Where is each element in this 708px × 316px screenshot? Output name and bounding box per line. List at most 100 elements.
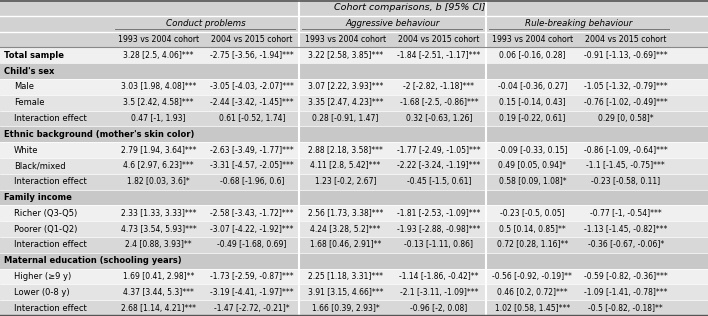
Text: 2.88 [2.18, 3.58]***: 2.88 [2.18, 3.58]*** [308, 146, 383, 155]
Text: -0.91 [-1.13, -0.69]***: -0.91 [-1.13, -0.69]*** [584, 51, 668, 60]
Text: -1.13 [-1.45, -0.82]***: -1.13 [-1.45, -0.82]*** [584, 225, 668, 234]
Text: 0.46 [0.2, 0.72]***: 0.46 [0.2, 0.72]*** [497, 288, 568, 297]
Text: 0.47 [-1, 1.93]: 0.47 [-1, 1.93] [132, 114, 185, 123]
Text: 2.79 [1.94, 3.64]***: 2.79 [1.94, 3.64]*** [121, 146, 196, 155]
Bar [0, 269, 708, 284]
Text: -3.05 [-4.03, -2.07]***: -3.05 [-4.03, -2.07]*** [210, 82, 294, 91]
Text: -0.56 [-0.92, -0.19]**: -0.56 [-0.92, -0.19]** [493, 272, 572, 281]
Text: Interaction effect: Interaction effect [14, 304, 87, 313]
Text: Interaction effect: Interaction effect [14, 114, 87, 123]
Text: 0.58 [0.09, 1.08]*: 0.58 [0.09, 1.08]* [498, 177, 566, 186]
Text: 2.56 [1.73, 3.38]***: 2.56 [1.73, 3.38]*** [308, 209, 383, 218]
Text: Male: Male [14, 82, 34, 91]
Bar [0, 158, 708, 174]
Text: Female: Female [14, 98, 45, 107]
Text: Ethnic background (mother's skin color): Ethnic background (mother's skin color) [4, 130, 195, 139]
Text: -1.93 [-2.88, -0.98]***: -1.93 [-2.88, -0.98]*** [397, 225, 481, 234]
Text: -2.58 [-3.43, -1.72]***: -2.58 [-3.43, -1.72]*** [210, 209, 294, 218]
Text: -3.07 [-4.22, -1.92]***: -3.07 [-4.22, -1.92]*** [210, 225, 294, 234]
Text: 4.11 [2.8, 5.42]***: 4.11 [2.8, 5.42]*** [310, 161, 381, 170]
Text: 1.69 [0.41, 2.98]**: 1.69 [0.41, 2.98]** [123, 272, 194, 281]
Text: 2.4 [0.88, 3.93]**: 2.4 [0.88, 3.93]** [125, 240, 192, 249]
Bar [0, 253, 708, 269]
Text: 2004 vs 2015 cohort: 2004 vs 2015 cohort [586, 35, 666, 44]
Text: -0.96 [-2, 0.08]: -0.96 [-2, 0.08] [411, 304, 467, 313]
Text: -0.5 [-0.82, -0.18]**: -0.5 [-0.82, -0.18]** [588, 304, 663, 313]
Text: -0.13 [-1.11, 0.86]: -0.13 [-1.11, 0.86] [404, 240, 474, 249]
Bar [0, 221, 708, 237]
Text: -1.68 [-2.5, -0.86]***: -1.68 [-2.5, -0.86]*** [399, 98, 479, 107]
Text: Richer (Q3-Q5): Richer (Q3-Q5) [14, 209, 77, 218]
Text: 2004 vs 2015 cohort: 2004 vs 2015 cohort [399, 35, 479, 44]
Text: Child's sex: Child's sex [4, 67, 55, 76]
Text: -2.44 [-3.42, -1.45]***: -2.44 [-3.42, -1.45]*** [210, 98, 294, 107]
Text: -1.47 [-2.72, -0.21]*: -1.47 [-2.72, -0.21]* [215, 304, 290, 313]
Text: -1.84 [-2.51, -1.17]***: -1.84 [-2.51, -1.17]*** [397, 51, 481, 60]
Text: Conduct problems: Conduct problems [166, 19, 245, 28]
Text: -0.86 [-1.09, -0.64]***: -0.86 [-1.09, -0.64]*** [584, 146, 668, 155]
Text: 3.5 [2.42, 4.58]***: 3.5 [2.42, 4.58]*** [123, 98, 194, 107]
Bar [0, 142, 708, 158]
Text: 0.61 [-0.52, 1.74]: 0.61 [-0.52, 1.74] [219, 114, 285, 123]
Text: 3.03 [1.98, 4.08]***: 3.03 [1.98, 4.08]*** [121, 82, 196, 91]
Text: 1.66 [0.39, 2.93]*: 1.66 [0.39, 2.93]* [312, 304, 379, 313]
Text: 1.82 [0.03, 3.6]*: 1.82 [0.03, 3.6]* [127, 177, 190, 186]
Text: -0.04 [-0.36, 0.27]: -0.04 [-0.36, 0.27] [498, 82, 567, 91]
Text: 2004 vs 2015 cohort: 2004 vs 2015 cohort [212, 35, 292, 44]
Bar [0, 174, 708, 190]
Text: -0.76 [-1.02, -0.49]***: -0.76 [-1.02, -0.49]*** [584, 98, 668, 107]
Text: -1.05 [-1.32, -0.79]***: -1.05 [-1.32, -0.79]*** [584, 82, 668, 91]
Text: 3.28 [2.5, 4.06]***: 3.28 [2.5, 4.06]*** [123, 51, 194, 60]
Text: -0.68 [-1.96, 0.6]: -0.68 [-1.96, 0.6] [219, 177, 285, 186]
Text: 1993 vs 2004 cohort: 1993 vs 2004 cohort [118, 35, 199, 44]
Text: Lower (0-8 y): Lower (0-8 y) [14, 288, 70, 297]
Text: 1993 vs 2004 cohort: 1993 vs 2004 cohort [305, 35, 386, 44]
Text: -1.1 [-1.45, -0.75]***: -1.1 [-1.45, -0.75]*** [586, 161, 666, 170]
Text: 0.49 [0.05, 0.94]*: 0.49 [0.05, 0.94]* [498, 161, 566, 170]
Bar [0, 47, 708, 63]
Text: Aggressive behaviour: Aggressive behaviour [345, 19, 440, 28]
Text: 2.25 [1.18, 3.31]***: 2.25 [1.18, 3.31]*** [308, 272, 383, 281]
Text: 0.06 [-0.16, 0.28]: 0.06 [-0.16, 0.28] [499, 51, 566, 60]
Text: 0.5 [0.14, 0.85]**: 0.5 [0.14, 0.85]** [499, 225, 566, 234]
Text: -2 [-2.82, -1.18]***: -2 [-2.82, -1.18]*** [404, 82, 474, 91]
Bar [0, 0, 708, 16]
Text: -2.1 [-3.11, -1.09]***: -2.1 [-3.11, -1.09]*** [400, 288, 478, 297]
Text: 0.19 [-0.22, 0.61]: 0.19 [-0.22, 0.61] [499, 114, 566, 123]
Bar [0, 284, 708, 300]
Text: Higher (≥9 y): Higher (≥9 y) [14, 272, 72, 281]
Text: 0.28 [-0.91, 1.47]: 0.28 [-0.91, 1.47] [312, 114, 379, 123]
Text: Cohort comparisons, b [95% CI]: Cohort comparisons, b [95% CI] [334, 3, 486, 12]
Text: -2.63 [-3.49, -1.77]***: -2.63 [-3.49, -1.77]*** [210, 146, 294, 155]
Text: 0.29 [0, 0.58]*: 0.29 [0, 0.58]* [598, 114, 653, 123]
Text: 3.35 [2.47, 4.23]***: 3.35 [2.47, 4.23]*** [308, 98, 383, 107]
Text: 1.68 [0.46, 2.91]**: 1.68 [0.46, 2.91]** [310, 240, 381, 249]
Text: -0.23 [-0.58, 0.11]: -0.23 [-0.58, 0.11] [591, 177, 661, 186]
Text: 1.02 [0.58, 1.45]***: 1.02 [0.58, 1.45]*** [495, 304, 570, 313]
Bar [0, 32, 708, 47]
Text: Interaction effect: Interaction effect [14, 177, 87, 186]
Bar [0, 111, 708, 126]
Text: Maternal education (schooling years): Maternal education (schooling years) [4, 256, 182, 265]
Text: -0.36 [-0.67, -0.06]*: -0.36 [-0.67, -0.06]* [588, 240, 664, 249]
Text: 2.33 [1.33, 3.33]***: 2.33 [1.33, 3.33]*** [121, 209, 196, 218]
Text: Poorer (Q1-Q2): Poorer (Q1-Q2) [14, 225, 78, 234]
Bar [0, 63, 708, 79]
Text: 0.15 [-0.14, 0.43]: 0.15 [-0.14, 0.43] [499, 98, 566, 107]
Text: -3.19 [-4.41, -1.97]***: -3.19 [-4.41, -1.97]*** [210, 288, 294, 297]
Text: -1.09 [-1.41, -0.78]***: -1.09 [-1.41, -0.78]*** [584, 288, 668, 297]
Text: -0.49 [-1.68, 0.69]: -0.49 [-1.68, 0.69] [217, 240, 287, 249]
Text: -1.14 [-1.86, -0.42]**: -1.14 [-1.86, -0.42]** [399, 272, 479, 281]
Text: 0.32 [-0.63, 1.26]: 0.32 [-0.63, 1.26] [406, 114, 472, 123]
Text: -2.22 [-3.24, -1.19]***: -2.22 [-3.24, -1.19]*** [397, 161, 481, 170]
Text: 4.24 [3.28, 5.2]***: 4.24 [3.28, 5.2]*** [310, 225, 381, 234]
Text: Family income: Family income [4, 193, 72, 202]
Text: 2.68 [1.14, 4.21]***: 2.68 [1.14, 4.21]*** [121, 304, 196, 313]
Bar [0, 190, 708, 205]
Text: Total sample: Total sample [4, 51, 64, 60]
Text: -1.77 [-2.49, -1.05]***: -1.77 [-2.49, -1.05]*** [397, 146, 481, 155]
Text: Interaction effect: Interaction effect [14, 240, 87, 249]
Text: -0.09 [-0.33, 0.15]: -0.09 [-0.33, 0.15] [498, 146, 567, 155]
Text: 3.07 [2.22, 3.93]***: 3.07 [2.22, 3.93]*** [308, 82, 383, 91]
Text: -1.73 [-2.59, -0.87]***: -1.73 [-2.59, -0.87]*** [210, 272, 294, 281]
